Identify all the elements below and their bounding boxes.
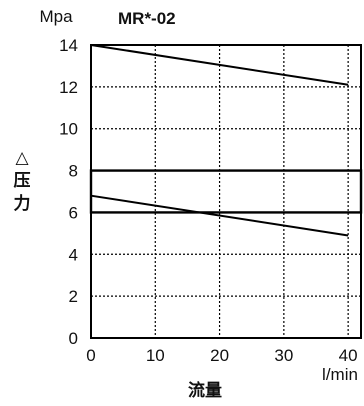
grid: [90, 44, 362, 339]
y-tick-label: 12: [59, 78, 78, 97]
x-tick-label: 40: [339, 346, 358, 365]
y-tick-label: 10: [59, 120, 78, 139]
y-tick-label: 6: [69, 203, 78, 222]
x-unit-label: l/min: [322, 365, 358, 384]
x-tick-label: 20: [210, 346, 229, 365]
y-tick-label: 14: [59, 36, 78, 55]
y-unit-label: Mpa: [39, 7, 73, 26]
y-tick-label: 0: [69, 329, 78, 348]
reference-box: [89, 169, 363, 214]
y-tick-labels: 0 2 4 6 8 10 12 14: [59, 36, 78, 348]
y-axis-label-line-3: 力: [14, 193, 31, 214]
series-lines: [90, 44, 349, 237]
series-line-2: [90, 194, 349, 237]
x-tick-labels: 0 10 20 30 40: [86, 346, 357, 365]
chart-title: MR*-02: [118, 9, 176, 28]
x-tick-label: 10: [146, 346, 165, 365]
y-axis-label-line-2: 压: [14, 171, 31, 191]
plot-frame: [90, 44, 362, 339]
y-tick-label: 8: [69, 162, 78, 181]
x-tick-label: 30: [274, 346, 293, 365]
y-tick-label: 4: [69, 245, 78, 264]
y-axis-label-line-1: △: [15, 148, 29, 168]
series-line-1: [90, 44, 349, 86]
y-tick-label: 2: [69, 287, 78, 306]
x-axis-label: 流量: [188, 380, 222, 401]
x-tick-label: 0: [86, 346, 95, 365]
